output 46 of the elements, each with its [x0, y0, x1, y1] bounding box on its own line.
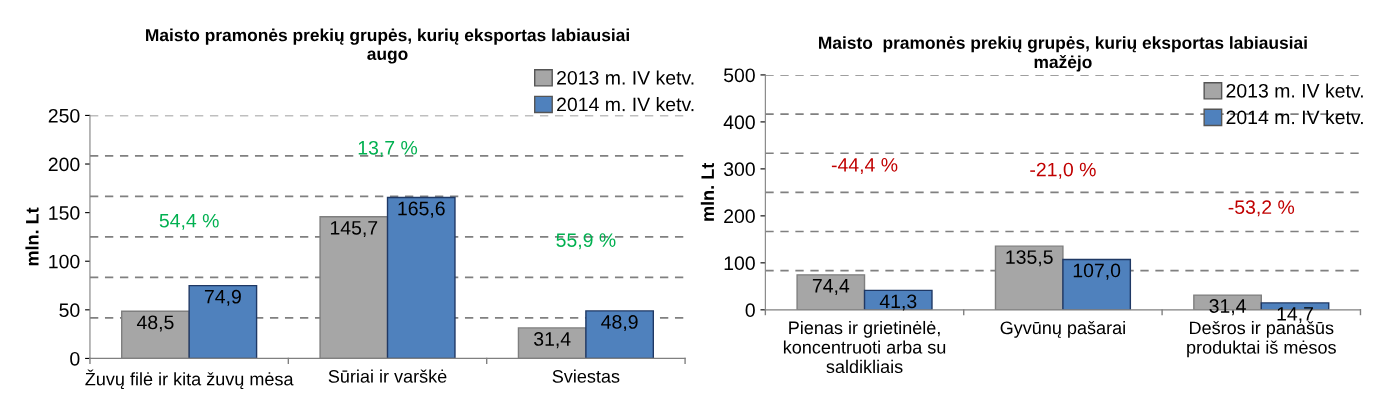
- y-tick-label: 400: [723, 115, 755, 130]
- y-tick-label: 100: [49, 254, 80, 269]
- data-label: 48,5: [136, 315, 174, 332]
- annotation: -21,0 %: [1030, 162, 1096, 179]
- y-tick-label: 150: [49, 206, 80, 220]
- data-label: 74,4: [812, 279, 850, 295]
- y-tick-label: 50: [59, 303, 80, 318]
- annotation: 55,9 %: [556, 233, 616, 250]
- annotation: 13,7 %: [358, 140, 418, 157]
- data-label: 135,5: [1006, 250, 1053, 267]
- x-tick-label: Sviestas: [552, 369, 620, 383]
- data-label: 107,0: [1073, 263, 1121, 280]
- data-label: 31,4: [533, 332, 571, 349]
- annotation: -44,4 %: [831, 158, 898, 175]
- y-tick-label: 500: [723, 68, 755, 83]
- annotation: 54,4 %: [159, 213, 219, 230]
- data-label: 74,9: [204, 289, 241, 306]
- x-tick-label: Sūriai ir varškė: [328, 369, 447, 383]
- data-label: 165,6: [398, 201, 445, 218]
- y-tick-label: 250: [48, 108, 80, 123]
- x-tick-label: Pienas ir grietinėlė, koncentruoti arba su saldikliais: [783, 320, 946, 374]
- y-tick-label: 0: [70, 351, 80, 366]
- data-label: 145,7: [330, 221, 378, 238]
- chart-title: Maisto pramonės prekių grupės, kurių eksportas labiausiai mažėjo: [819, 36, 1307, 72]
- legend-label: 2014 m. IV ketv.: [557, 97, 694, 112]
- legend-label: 2013 m. IV ketv.: [1226, 83, 1363, 98]
- y-tick-label: 300: [723, 162, 755, 177]
- annotation: -53,2 %: [1228, 200, 1295, 217]
- y-axis-title: mln. Lt: [25, 207, 39, 266]
- bar: [386, 196, 456, 359]
- legend-label: 2013 m. IV ketv.: [557, 70, 694, 85]
- y-tick-label: 0: [745, 303, 755, 318]
- data-label: 31,4: [1209, 299, 1246, 316]
- bar: [188, 284, 258, 359]
- data-label: 48,9: [601, 315, 638, 332]
- x-tick-label: Žuvų filė ir kita žuvų mėsa: [85, 369, 294, 390]
- chart-title: Maisto pramonės prekių grupės, kurių eksportas labiausiai augo: [146, 28, 629, 64]
- y-tick-label: 200: [724, 209, 755, 224]
- legend-label: 2014 m. IV ketv.: [1226, 109, 1363, 125]
- data-label: 41,3: [879, 294, 917, 311]
- x-tick-label: Gyvūnų pašarai: [1000, 320, 1125, 338]
- bar: [585, 310, 655, 359]
- y-axis-title: mln. Lt: [700, 163, 715, 221]
- y-tick-label: 200: [48, 157, 80, 172]
- bar: [1062, 258, 1132, 310]
- y-tick-label: 100: [724, 256, 755, 271]
